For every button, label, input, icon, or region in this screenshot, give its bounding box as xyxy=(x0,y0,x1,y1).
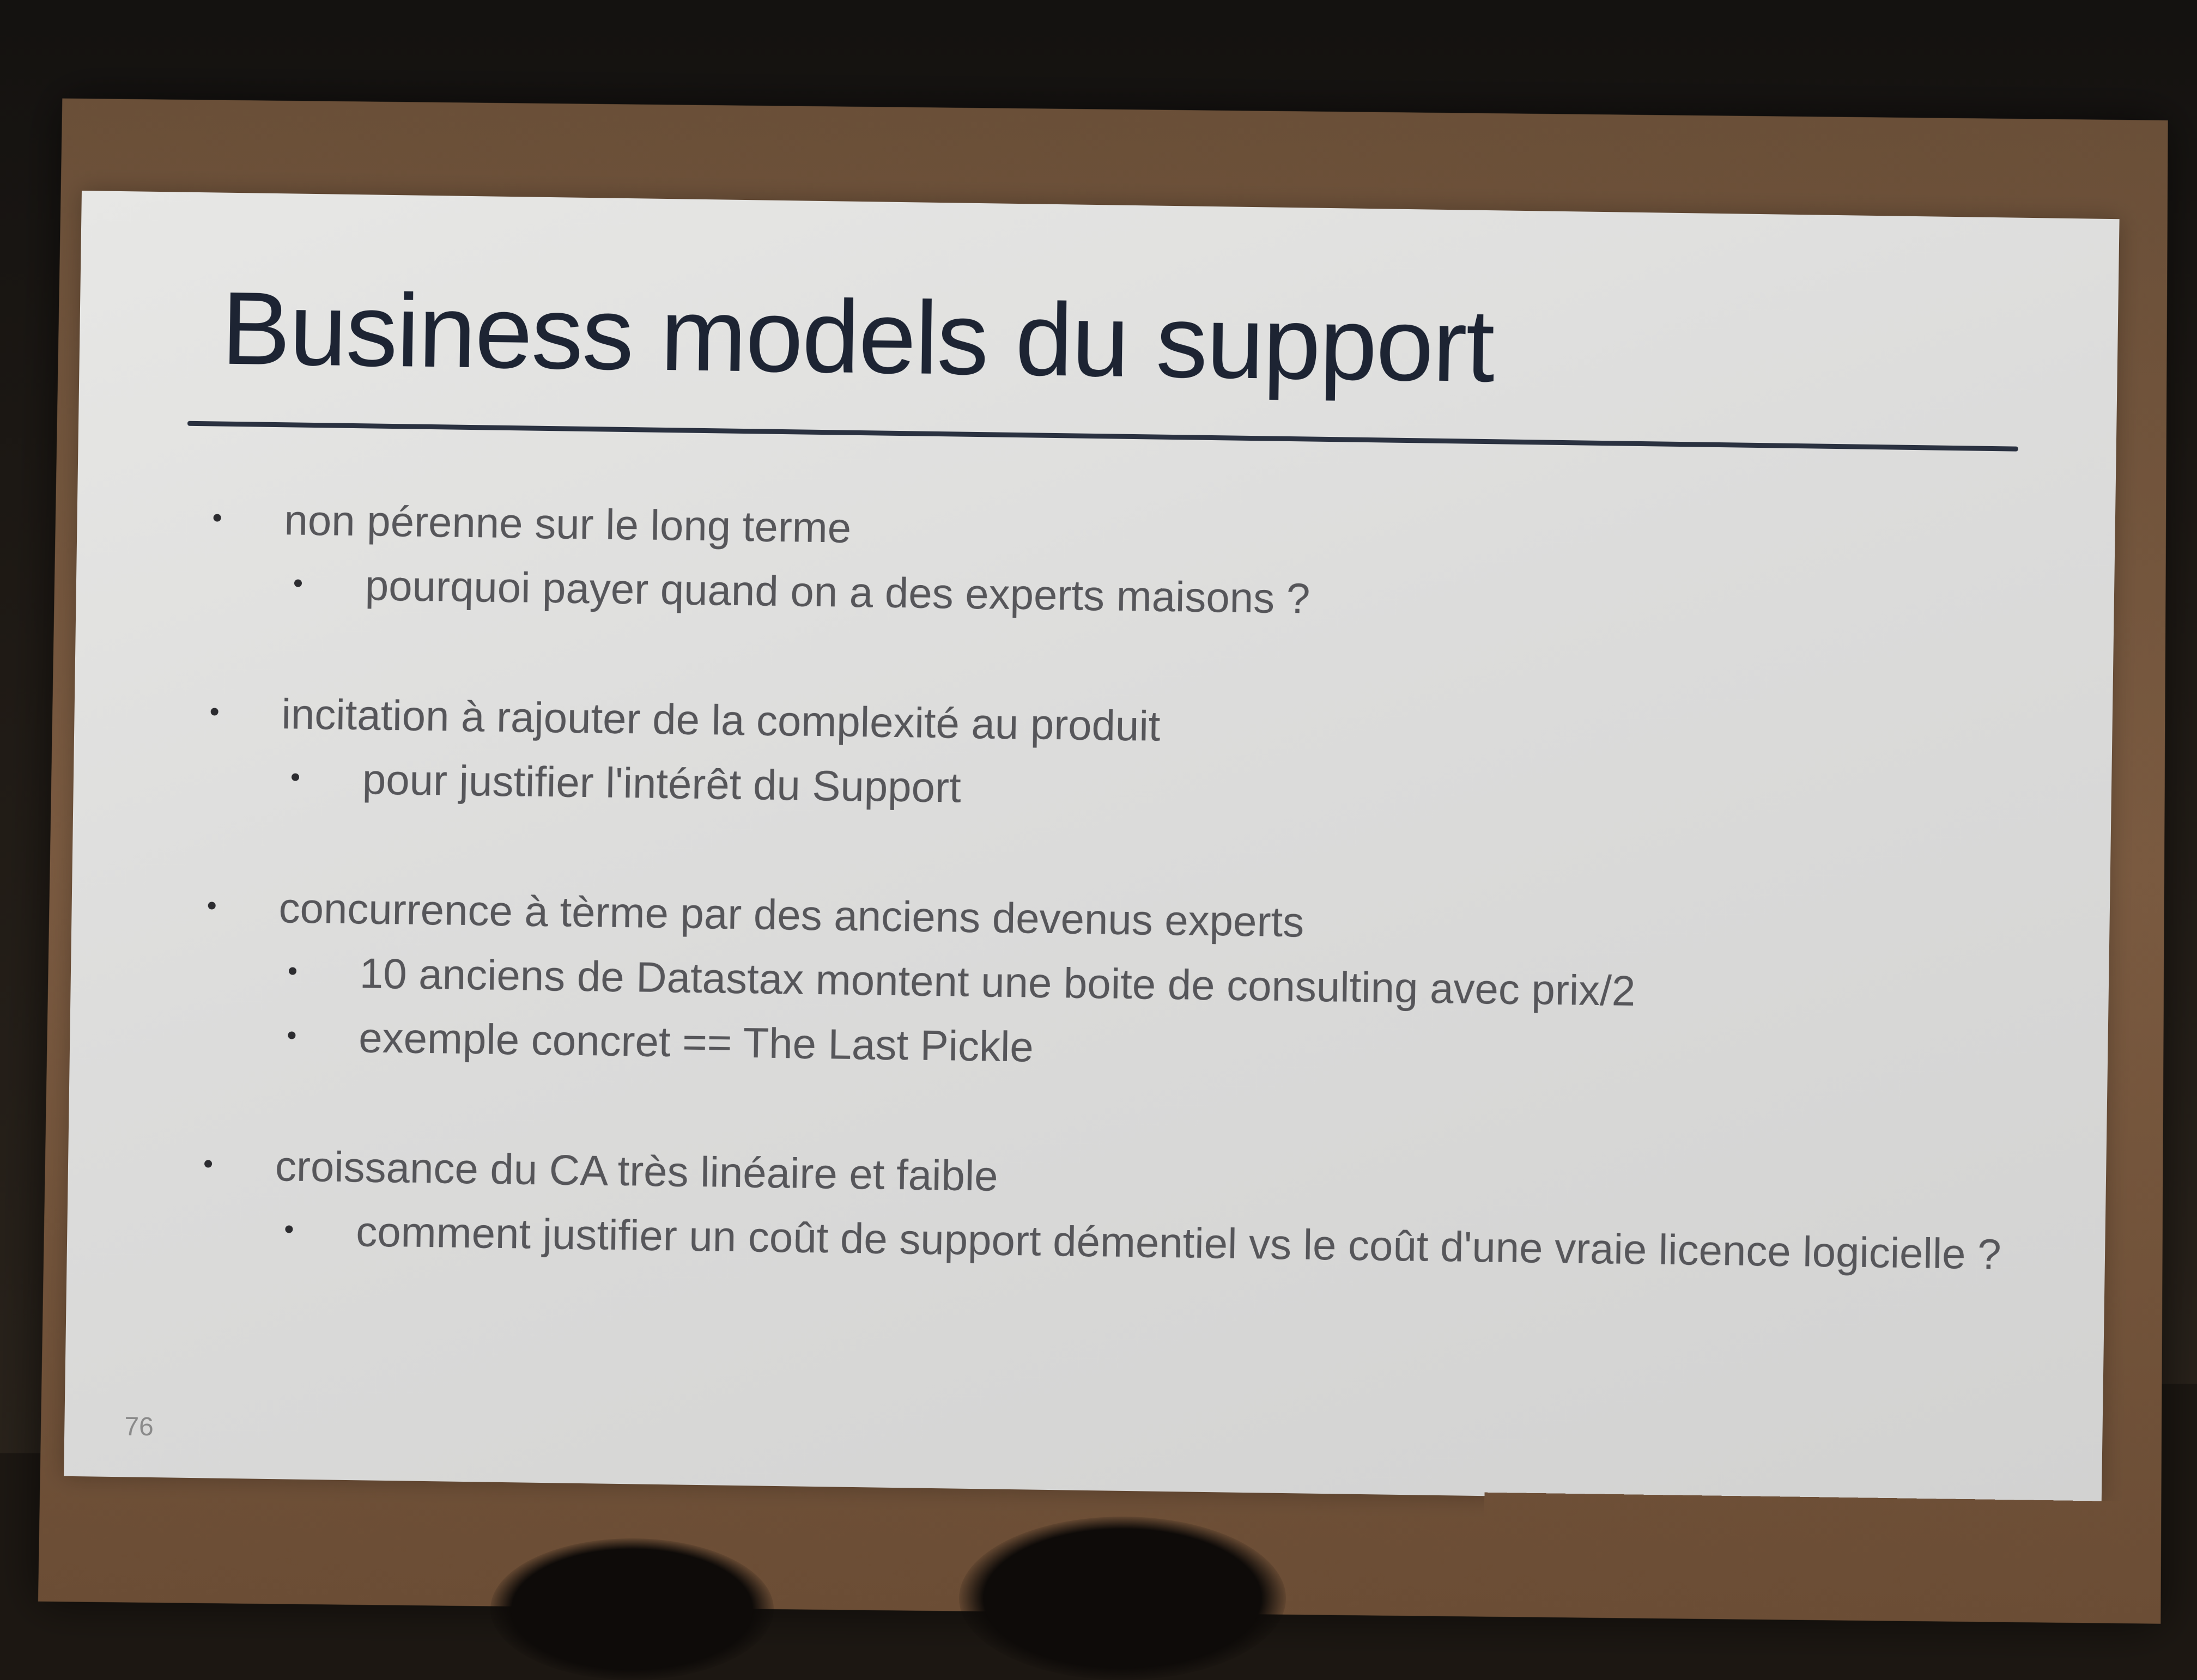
bullet-group: non pérenne sur le long terme pourquoi p… xyxy=(212,486,2012,640)
bullet-dot-icon xyxy=(288,1031,295,1039)
sub-bullet-text: pourquoi payer quand on a des experts ma… xyxy=(365,561,1310,622)
slide-page-number: 76 xyxy=(124,1411,154,1442)
audience-head-silhouette xyxy=(490,1538,774,1680)
bullet-group: concurrence à tèrme par des anciens deve… xyxy=(206,874,2007,1092)
bullet-text: croissance du CA très linéaire et faible xyxy=(275,1142,998,1200)
bullet-dot-icon xyxy=(214,514,221,521)
sub-bullet-text: pour justifier l'intérêt du Support xyxy=(362,755,961,811)
bullet-dot-icon xyxy=(289,967,296,975)
bullet-dot-icon xyxy=(204,1160,212,1167)
bullet-dot-icon xyxy=(294,580,302,587)
bullet-dot-icon xyxy=(285,1225,293,1233)
bullet-dot-icon xyxy=(292,773,299,781)
bullet-text: incitation à rajouter de la complexité a… xyxy=(281,690,1161,750)
presentation-slide: Business models du support non pérenne s… xyxy=(64,191,2120,1505)
bullet-group: croissance du CA très linéaire et faible… xyxy=(203,1133,2003,1286)
bullet-text: non pérenne sur le long terme xyxy=(284,496,852,552)
bullet-text: concurrence à tèrme par des anciens deve… xyxy=(278,884,1304,946)
bullet-dot-icon xyxy=(208,902,216,909)
sub-bullet-text: exemple concret == The Last Pickle xyxy=(359,1013,1034,1070)
bullet-group: incitation à rajouter de la complexité a… xyxy=(209,680,2009,834)
slide-title: Business models du support xyxy=(221,269,1495,406)
bullet-list: non pérenne sur le long terme pourquoi p… xyxy=(202,486,2012,1352)
audience-head-silhouette xyxy=(959,1517,1286,1680)
bullet-dot-icon xyxy=(211,708,219,715)
sub-bullet-text: 10 anciens de Datastax montent une boite… xyxy=(359,949,1636,1015)
title-divider xyxy=(187,421,2018,452)
